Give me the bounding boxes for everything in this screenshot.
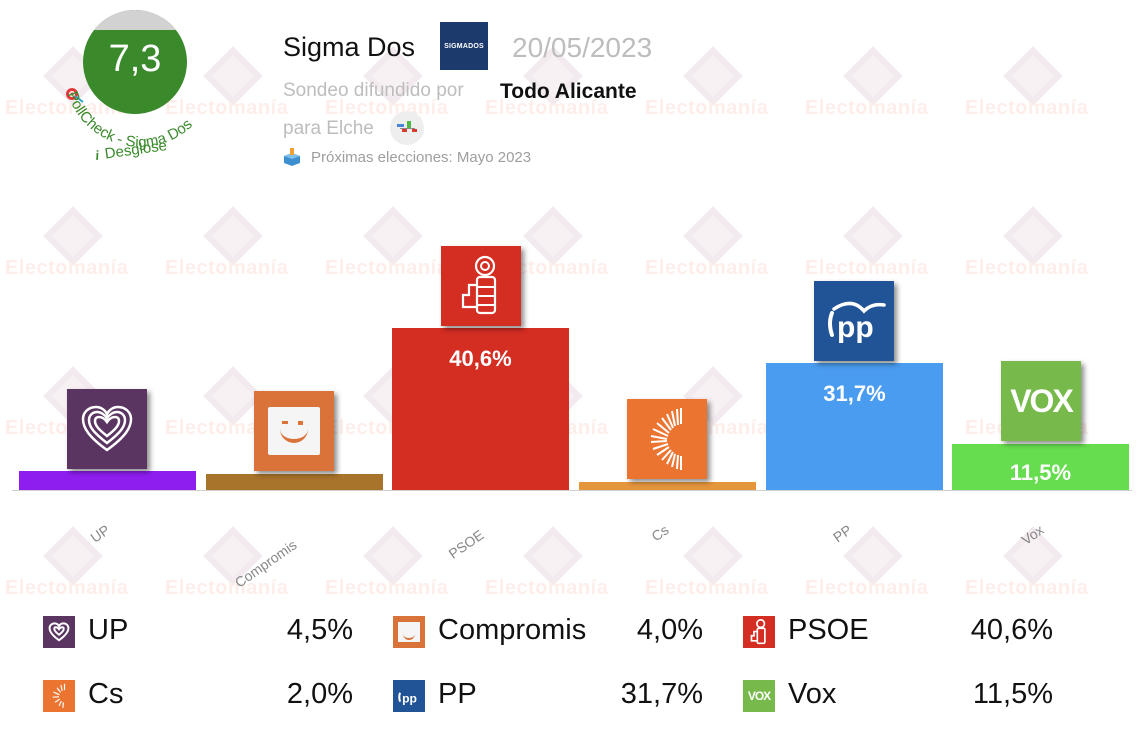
cs-rays-icon [650, 408, 682, 470]
psoe-logo [441, 246, 521, 326]
legend-name: PP [438, 678, 477, 710]
ballot-box-icon [284, 148, 300, 166]
legend-item-up: UP 4,5% [43, 614, 353, 648]
bar-value-label: 11,5% [1009, 460, 1072, 485]
legend-value: 4,0% [636, 614, 703, 646]
legend-value: 40,6% [970, 614, 1053, 646]
vox-wordmark-icon: VOX [743, 680, 775, 712]
pp-gull-icon: pp [828, 301, 886, 343]
legend-item-pp: pp PP 31,7% [393, 678, 703, 712]
legend-name: Vox [788, 678, 837, 710]
compromis-smiley-icon [393, 616, 425, 648]
legend: UP 4,5% Compromis 4,0% PSOE 40,6% Cs 2,0… [0, 600, 1144, 740]
bar-cs[interactable] [579, 482, 756, 490]
region-label: para Elche [283, 118, 374, 139]
x-label-vox: Vox [1018, 521, 1047, 548]
bar-psoe[interactable]: 40,6% [392, 328, 569, 490]
legend-value: 2,0% [286, 678, 353, 710]
bar-up[interactable] [19, 471, 196, 490]
x-label-cs: Cs [648, 521, 672, 545]
bar-compromis[interactable] [206, 474, 383, 490]
legend-value: 31,7% [620, 678, 703, 710]
bar-value-label: 31,7% [823, 381, 886, 406]
next-election-label: Próximas elecciones: Mayo 2023 [311, 149, 532, 166]
vox-logo: VOX [1001, 361, 1081, 441]
legend-item-cs: Cs 2,0% [43, 678, 353, 712]
pp-logo: pp [814, 281, 894, 361]
x-label-up: UP [87, 521, 113, 546]
legend-name: UP [88, 614, 129, 646]
pollster-logo: SIGMADOS [440, 22, 488, 70]
bar-pp[interactable]: 31,7% [766, 363, 943, 490]
bar-value-label: 40,6% [449, 346, 512, 371]
up-logo [67, 389, 147, 469]
legend-name: Cs [88, 678, 124, 710]
pollcheck-score: 7,3 [108, 38, 162, 80]
x-label-psoe: PSOE [445, 526, 487, 562]
rose-fist-icon [461, 255, 497, 315]
legend-item-compromis: Compromis 4,0% [393, 614, 703, 648]
cs-rays-icon [43, 680, 75, 712]
legend-name: PSOE [788, 614, 869, 646]
legend-value: 4,5% [286, 614, 353, 646]
legend-name: Compromis [438, 614, 587, 646]
legend-item-psoe: PSOE 40,6% [743, 614, 1053, 648]
bar-vox[interactable]: 11,5% [952, 444, 1129, 490]
bar-chart: UP Compromis 40,6% PSOE [12, 246, 1132, 591]
x-label-pp: PP [830, 521, 855, 546]
legend-value: 11,5% [972, 678, 1053, 710]
pp-gull-icon: pp [393, 680, 425, 712]
svg-text:pp: pp [837, 311, 874, 343]
cs-logo [627, 399, 707, 479]
up-heart-icon [43, 616, 75, 648]
compromis-logo [254, 391, 334, 471]
legend-item-vox: VOX Vox 11,5% [743, 678, 1053, 712]
chart-baseline [12, 490, 1132, 491]
psoe-rose-fist-icon [743, 616, 775, 648]
smiley-icon [268, 407, 320, 455]
svg-text:pp: pp [402, 692, 417, 706]
mini-chart-icon[interactable] [390, 111, 424, 145]
vox-wordmark: VOX [1010, 382, 1074, 419]
heart-icon [81, 405, 133, 452]
